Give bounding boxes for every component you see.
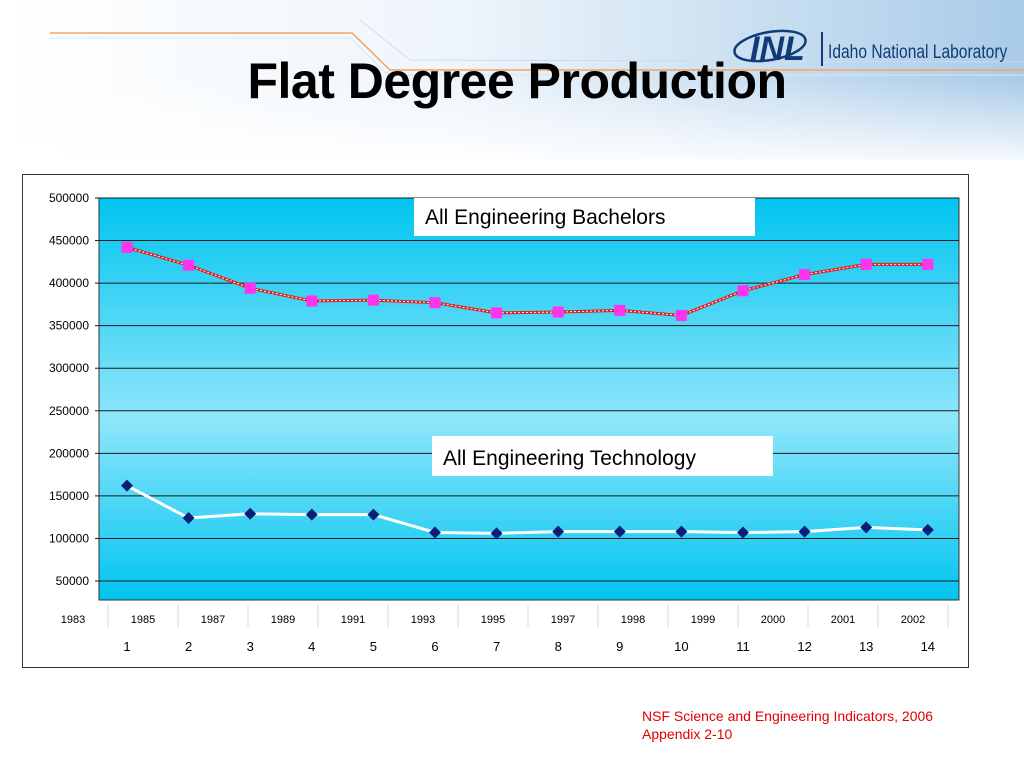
logo-text: Idaho National Laboratory — [828, 42, 1008, 63]
technology-data-point — [552, 525, 565, 538]
x-category-label: 8 — [555, 639, 562, 654]
technology-data-point — [798, 525, 811, 538]
bachelors-series-line-dash — [126, 246, 928, 316]
technology-data-point — [490, 527, 503, 540]
x-year-label: 1991 — [341, 614, 365, 626]
x-category-label: 12 — [797, 639, 811, 654]
x-category-label: 1 — [123, 639, 130, 654]
x-year-label: 1983 — [61, 614, 85, 626]
x-category-label: 5 — [370, 639, 377, 654]
technology-series-line-dash — [126, 485, 928, 534]
x-category-label: 7 — [493, 639, 500, 654]
y-tick-label: 400000 — [49, 276, 89, 290]
bachelors-data-point — [922, 258, 934, 270]
bachelors-label-box: All Engineering Bachelors — [414, 198, 755, 236]
technology-data-point — [367, 508, 380, 521]
page-title: Flat Degree Production — [247, 53, 787, 109]
x-year-label: 1989 — [271, 614, 295, 626]
y-tick-label: 500000 — [49, 191, 89, 205]
bachelors-data-point — [860, 258, 872, 270]
bachelors-data-point — [675, 309, 687, 321]
x-year-label: 2001 — [831, 614, 855, 626]
technology-data-point — [182, 512, 195, 525]
x-category-label: 13 — [859, 639, 873, 654]
technology-data-point — [429, 526, 441, 539]
plot-area — [98, 197, 960, 601]
x-year-label: 2000 — [761, 614, 785, 626]
x-category-label: 9 — [616, 639, 623, 654]
technology-data-point — [737, 526, 749, 539]
x-year-label: 1997 — [551, 614, 575, 626]
source-citation: NSF Science and Engineering Indicators, … — [642, 707, 933, 743]
technology-data-point — [244, 507, 257, 520]
bachelors-data-point — [614, 304, 626, 316]
x-category-label: 14 — [921, 639, 935, 654]
bachelors-data-point — [491, 307, 503, 319]
logo-mark: INL — [750, 30, 805, 68]
bachelors-data-point — [367, 294, 379, 306]
bachelors-data-point — [552, 306, 564, 318]
x-year-label: 1993 — [411, 614, 435, 626]
y-tick-label: 300000 — [49, 361, 89, 375]
y-tick-label: 350000 — [49, 319, 89, 333]
technology-label-box: All Engineering Technology — [432, 436, 773, 476]
x-category-label: 11 — [736, 639, 750, 654]
technology-series-label: All Engineering Technology — [443, 447, 696, 470]
technology-data-point — [921, 523, 934, 536]
bachelors-data-point — [183, 259, 195, 271]
x-category-label: 6 — [431, 639, 438, 654]
source-line-2: Appendix 2-10 — [642, 726, 733, 742]
decorative-swoosh-lines — [50, 19, 1024, 76]
technology-data-point — [860, 521, 873, 534]
x-year-label: 1999 — [691, 614, 715, 626]
technology-data-point — [613, 525, 626, 538]
inl-logo: INL — [733, 29, 823, 68]
x-category-label: 3 — [247, 639, 254, 654]
bachelors-data-point — [306, 295, 318, 307]
bachelors-data-point — [799, 269, 811, 281]
source-line-1: NSF Science and Engineering Indicators, … — [642, 708, 934, 724]
technology-data-point — [305, 508, 318, 521]
bachelors-series-label: All Engineering Bachelors — [425, 206, 665, 229]
bachelors-data-point — [121, 241, 133, 253]
y-tick-label: 450000 — [49, 234, 89, 248]
x-year-label: 1987 — [201, 614, 225, 626]
bachelors-data-point — [737, 285, 749, 297]
chart-frame: 50000 100000 150000 200000 250000 300000 35000… — [22, 174, 969, 668]
x-year-label: 1995 — [481, 614, 505, 626]
x-category-label: 4 — [308, 639, 315, 654]
x-year-label: 1985 — [131, 614, 155, 626]
y-tick-label: 250000 — [49, 404, 89, 418]
bachelors-data-point — [429, 297, 441, 309]
bachelors-data-point — [244, 282, 256, 294]
y-tick-label: 150000 — [49, 489, 89, 503]
technology-data-point — [675, 525, 688, 538]
x-year-label: 2002 — [901, 614, 925, 626]
technology-data-point — [121, 479, 133, 492]
y-tick-label: 100000 — [49, 531, 89, 545]
x-year-label: 1998 — [621, 614, 645, 626]
x-category-label: 10 — [674, 639, 688, 654]
y-tick-label: 50000 — [56, 574, 90, 588]
x-category-label: 2 — [185, 639, 192, 654]
y-tick-label: 200000 — [49, 446, 89, 460]
line-chart: 5000010000015000020000025000030000035000… — [49, 191, 960, 654]
